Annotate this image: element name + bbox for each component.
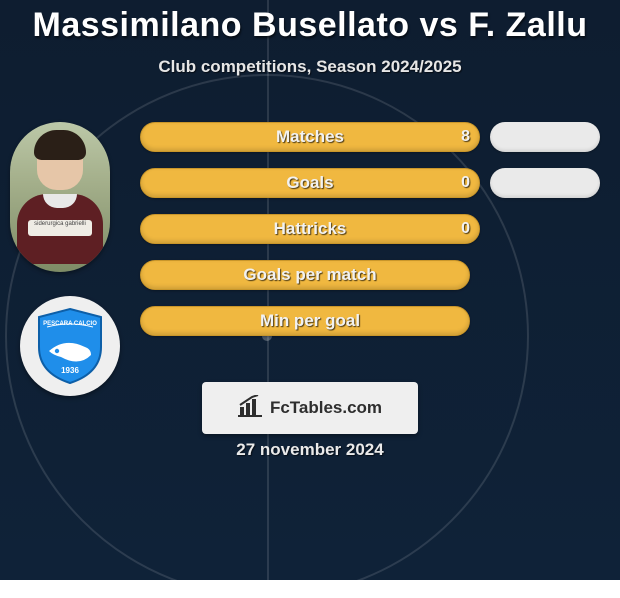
stat-bar-fill — [140, 306, 470, 336]
club-badge: PESCARA CALCIO 1936 — [20, 296, 120, 396]
opponent-stat-pill — [490, 122, 600, 152]
page-title: Massimilano Busellato vs F. Zallu — [0, 0, 620, 45]
chart-icon — [238, 395, 264, 422]
right-player-pills — [490, 122, 600, 214]
comparison-chart: Matches8 Goals0 Hattricks0 Goals per match M… — [140, 122, 480, 352]
club-badge-year: 1936 — [61, 366, 79, 375]
club-shield-icon: PESCARA CALCIO 1936 — [35, 307, 105, 385]
avatar-hair — [34, 130, 86, 160]
stat-row: Min per goal — [140, 306, 480, 336]
jersey-sponsor: siderurgica gabrielli — [28, 220, 92, 236]
subtitle: Club competitions, Season 2024/2025 — [0, 57, 620, 77]
snapshot-date: 27 november 2024 — [0, 440, 620, 460]
stat-row: Goals0 — [140, 168, 480, 198]
stat-row: Hattricks0 — [140, 214, 480, 244]
player-avatar-left: siderurgica gabrielli — [10, 122, 110, 272]
avatar-torso: siderurgica gabrielli — [17, 194, 103, 264]
stat-bar-fill — [140, 260, 470, 290]
stat-bar-fill — [140, 214, 480, 244]
avatar-head — [37, 136, 83, 190]
stat-row: Goals per match — [140, 260, 480, 290]
avatar-collar — [43, 194, 77, 208]
stat-bar-fill — [140, 122, 480, 152]
brand-text: FcTables.com — [270, 398, 382, 418]
club-badge-top-text: PESCARA CALCIO — [43, 321, 97, 327]
brand-footer[interactable]: FcTables.com — [202, 382, 418, 434]
opponent-stat-pill — [490, 168, 600, 198]
stat-bar-fill — [140, 168, 480, 198]
stat-row: Matches8 — [140, 122, 480, 152]
